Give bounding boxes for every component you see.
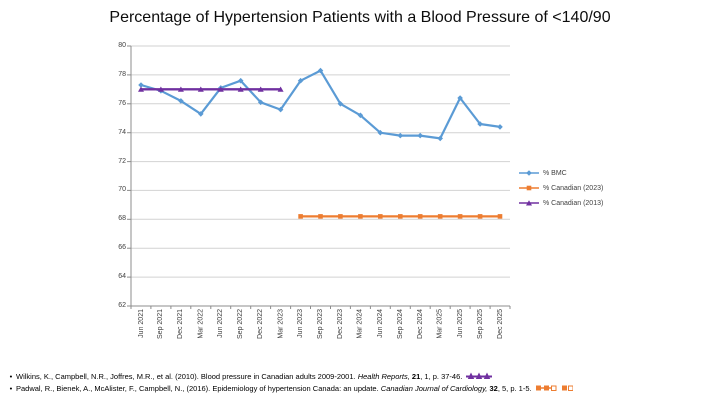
data-point-marker	[358, 214, 363, 219]
citation-text: Wilkins, K., Campbell, N.R., Joffres, M.…	[16, 371, 493, 383]
data-point-marker	[138, 86, 144, 92]
chart-legend: % BMC % Canadian (2023) % Canadian (2013)	[519, 169, 603, 214]
y-axis-tick-label: 72	[118, 157, 126, 165]
x-axis-tick-label: Jun 2025	[456, 309, 464, 338]
data-point-marker	[237, 86, 244, 92]
data-point-marker	[437, 135, 443, 142]
x-axis-tick-label: Sep 2025	[476, 309, 484, 339]
x-axis-tick-label: Sep 2023	[317, 309, 324, 339]
x-axis-tick-label: Mar 2024	[356, 309, 364, 339]
data-point-marker	[497, 124, 503, 130]
x-axis-tick-label: Jun 2022	[217, 309, 225, 338]
data-point-marker	[437, 214, 443, 219]
chart-title: Percentage of Hypertension Patients with…	[109, 9, 611, 26]
y-axis-tick-label: 66	[118, 244, 126, 252]
y-axis-tick-label: 74	[118, 128, 126, 136]
x-axis-tick-label: Dec 2021	[177, 309, 185, 339]
data-point-marker	[177, 86, 184, 92]
citation-body: Wilkins, K., Campbell, N.R., Joffres, M.…	[16, 372, 358, 381]
data-point-marker	[417, 214, 423, 219]
data-point-marker	[277, 86, 284, 92]
citation-volume: 21	[411, 372, 421, 381]
data-point-marker	[417, 132, 423, 139]
x-axis-tick-label: Dec 2022	[257, 309, 265, 339]
series-line	[140, 69, 501, 140]
x-axis-tick-label: Dec 2024	[416, 309, 424, 339]
data-point-marker	[526, 170, 532, 176]
legend-key-triangle-icon	[519, 200, 539, 206]
citation-body: Padwal, R., Bienek, A., McAlister, F., C…	[16, 384, 381, 393]
x-axis-tick-label: Mar 2022	[197, 309, 205, 339]
x-axis-tick-label: Mar 2023	[277, 309, 285, 339]
data-point-marker	[397, 132, 404, 139]
data-point-marker	[157, 86, 164, 92]
data-point-marker	[318, 214, 323, 219]
x-axis-tick-label: Dec 2023	[336, 309, 344, 339]
data-point-marker	[457, 214, 463, 219]
bullet-icon: •	[9, 372, 13, 381]
y-axis-tick-label: 78	[118, 70, 126, 78]
x-axis-tick-label: Mar 2025	[436, 309, 444, 339]
citation-pages: , 1, p. 37-46.	[420, 372, 465, 381]
data-point-marker	[398, 214, 403, 219]
data-point-marker	[457, 95, 463, 101]
legend-item: % BMC	[519, 169, 603, 177]
data-point-marker	[257, 86, 264, 92]
data-point-marker	[217, 86, 224, 92]
citation-volume: 32	[489, 384, 498, 393]
data-point-marker	[337, 101, 344, 107]
y-axis-tick-label: 64	[118, 273, 126, 281]
data-point-marker	[377, 129, 384, 136]
citation-pages: , 5, p. 1-5.	[497, 384, 534, 393]
legend-item-label: % BMC	[543, 169, 567, 177]
citation-line-1: • Wilkins, K., Campbell, N.R., Joffres, …	[6, 371, 718, 383]
y-axis-tick-label: 76	[118, 99, 126, 107]
x-axis-tick-label: Sep 2024	[396, 309, 404, 339]
data-point-marker	[497, 214, 503, 219]
legend-key-diamond-icon	[519, 170, 539, 176]
data-point-marker	[277, 106, 284, 113]
x-axis-tick-label: Dec 2025	[496, 309, 504, 339]
y-axis-tick-label: 80	[118, 42, 126, 49]
citation-line-2: • Padwal, R., Bienek, A., McAlister, F.,…	[6, 383, 718, 395]
data-point-marker	[138, 82, 144, 88]
legend-item-label: % Canadian (2013)	[543, 199, 604, 207]
legend-item-label: % Canadian (2023)	[543, 184, 604, 192]
data-point-marker	[197, 86, 204, 92]
citation-journal: Canadian Journal of Cardiology,	[380, 384, 490, 393]
x-axis-tick-label: Sep 2021	[157, 309, 165, 339]
data-point-marker	[378, 214, 383, 219]
data-point-marker	[526, 200, 532, 206]
y-axis-tick-label: 62	[118, 302, 126, 309]
data-point-marker	[526, 185, 532, 191]
orange-square-series-key-icon	[535, 385, 573, 391]
legend-key-square-icon	[519, 185, 539, 191]
plot-area	[127, 45, 511, 309]
data-point-marker	[477, 214, 483, 219]
bullet-icon: •	[9, 384, 13, 393]
x-axis-tick-label: Jun 2024	[376, 309, 384, 338]
citation-text: Padwal, R., Bienek, A., McAlister, F., C…	[16, 383, 573, 395]
data-point-marker	[338, 214, 343, 219]
purple-triangle-series-key-icon	[466, 372, 493, 379]
data-point-marker	[317, 67, 324, 74]
y-axis-tick-label: 68	[118, 215, 126, 223]
citations: • Wilkins, K., Campbell, N.R., Joffres, …	[6, 371, 718, 395]
data-point-marker	[298, 214, 303, 219]
data-point-marker	[257, 99, 264, 106]
y-axis-tick-label: 70	[118, 186, 126, 194]
legend-item: % Canadian (2013)	[519, 199, 603, 207]
data-point-marker	[477, 121, 483, 127]
x-axis-tick-label: Jun 2021	[137, 309, 145, 338]
x-axis-tick-label: Jun 2023	[297, 309, 305, 338]
legend-item: % Canadian (2023)	[519, 184, 603, 192]
data-point-marker	[297, 77, 304, 84]
data-point-marker	[357, 112, 364, 119]
x-axis-tick-label: Sep 2022	[237, 309, 245, 339]
citation-journal: Health Reports,	[357, 372, 412, 381]
